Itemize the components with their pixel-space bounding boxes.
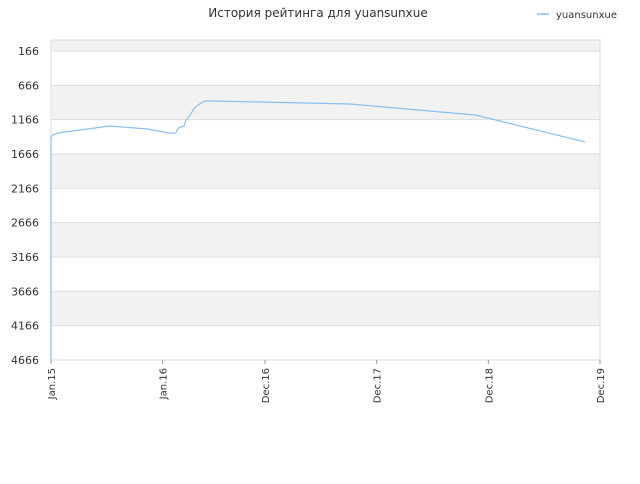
band xyxy=(51,40,600,51)
band xyxy=(51,50,600,86)
x-tick-label: Dec.17 xyxy=(373,368,384,403)
x-tick-label: Dec.16 xyxy=(261,368,272,403)
y-tick-label: 3666 xyxy=(11,285,39,298)
band xyxy=(51,85,600,120)
chart-title: История рейтинга для yuansunxue xyxy=(208,6,427,20)
band xyxy=(51,153,600,189)
band xyxy=(51,188,600,223)
band xyxy=(51,222,600,257)
x-tick-label: Dec.19 xyxy=(596,368,607,403)
band xyxy=(51,256,600,292)
y-tick-label: 4666 xyxy=(11,354,39,367)
legend-label: yuansunxue xyxy=(556,10,617,21)
x-tick-label: Jan.15 xyxy=(47,368,58,400)
band xyxy=(51,291,600,326)
y-tick-label: 1166 xyxy=(11,114,39,127)
y-tick-label: 666 xyxy=(18,79,39,92)
series-line xyxy=(50,100,586,360)
y-tick-label: 3166 xyxy=(11,251,39,264)
x-tick-label: Jan.16 xyxy=(159,368,170,400)
y-tick-label: 1666 xyxy=(11,148,39,161)
y-tick-label: 2666 xyxy=(11,217,39,230)
band xyxy=(51,325,600,360)
y-tick-label: 4166 xyxy=(11,320,39,333)
y-tick-label: 166 xyxy=(18,45,39,58)
y-tick-label: 2166 xyxy=(11,182,39,195)
band xyxy=(51,119,600,154)
x-tick-label: Dec.18 xyxy=(484,368,495,403)
